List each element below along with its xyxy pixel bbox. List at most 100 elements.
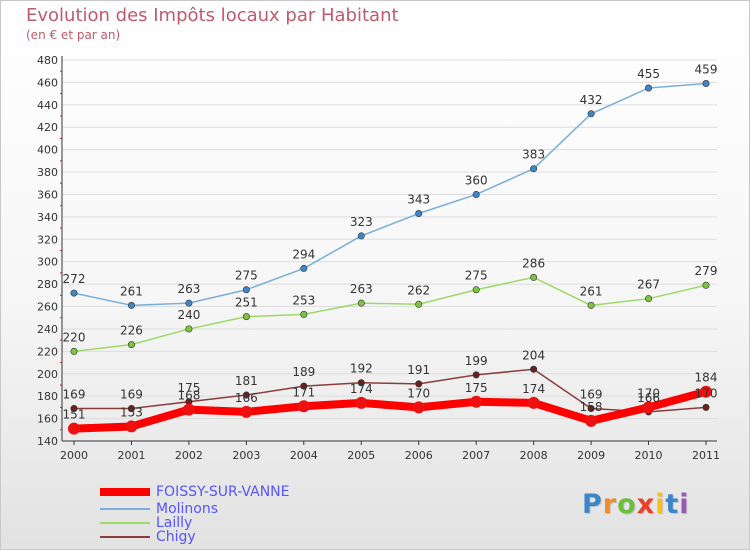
data-label: 343 <box>407 193 430 207</box>
data-point <box>472 286 480 294</box>
data-label: 168 <box>177 389 200 403</box>
data-label: 267 <box>637 278 660 292</box>
data-label: 175 <box>465 381 488 395</box>
y-tick-label: 400 <box>37 144 58 157</box>
data-point <box>357 379 365 387</box>
data-point <box>530 365 538 373</box>
data-point <box>242 286 250 294</box>
data-point <box>645 295 653 303</box>
data-label: 171 <box>292 385 315 399</box>
data-label: 263 <box>177 282 200 296</box>
data-label: 189 <box>292 365 315 379</box>
y-tick-label: 380 <box>37 166 58 179</box>
data-label: 181 <box>235 374 258 388</box>
series-line-lailly <box>73 276 707 353</box>
data-point <box>127 301 135 309</box>
y-tick-label: 320 <box>37 233 58 246</box>
data-point <box>527 396 540 409</box>
data-point <box>415 380 423 388</box>
data-label: 272 <box>63 272 86 286</box>
legend-label: Molinons <box>156 501 219 517</box>
legend-swatch <box>100 522 150 524</box>
chart-title: Evolution des Impôts locaux par Habitant <box>26 5 399 26</box>
data-point <box>700 385 712 398</box>
data-label: 175 <box>177 381 200 395</box>
data-point <box>415 300 423 308</box>
data-label: 169 <box>580 388 603 402</box>
x-tick-label: 2011 <box>692 449 720 462</box>
y-tick-label: 460 <box>37 76 58 89</box>
logo-letter: P <box>582 489 603 520</box>
data-point <box>702 80 710 88</box>
data-point <box>470 395 483 408</box>
data-point <box>185 325 193 333</box>
data-point <box>125 420 138 433</box>
data-point <box>127 341 135 349</box>
data-label: 169 <box>63 388 86 402</box>
y-tick-label: 280 <box>37 278 58 291</box>
x-tick-label: 2004 <box>290 449 318 462</box>
data-label: 158 <box>580 400 603 414</box>
legend-swatch <box>100 508 150 510</box>
data-point <box>415 210 423 218</box>
y-tick-label: 440 <box>37 99 58 112</box>
data-point <box>70 347 78 355</box>
data-point <box>68 422 80 435</box>
data-point <box>70 289 78 297</box>
data-label: 455 <box>637 67 660 81</box>
data-label: 261 <box>120 284 143 298</box>
data-label: 262 <box>407 283 430 297</box>
data-label: 199 <box>465 354 488 368</box>
legend-label: FOISSY-SUR-VANNE <box>156 484 290 500</box>
data-point <box>587 405 595 413</box>
data-label: 360 <box>465 173 488 187</box>
data-label: 432 <box>580 93 603 107</box>
data-label: 275 <box>465 269 488 283</box>
proxiti-logo: Proxiti <box>582 489 690 520</box>
data-point <box>300 264 308 272</box>
data-point <box>472 190 480 198</box>
data-point <box>185 299 193 307</box>
data-point <box>702 403 710 411</box>
y-tick-label: 220 <box>37 345 58 358</box>
logo-letter: i <box>655 489 666 520</box>
data-label: 383 <box>522 148 545 162</box>
data-label: 184 <box>695 371 718 385</box>
legend-label: Lailly <box>156 515 193 531</box>
legend-swatch <box>100 536 150 538</box>
x-tick-label: 2010 <box>635 449 663 462</box>
data-point <box>240 405 253 418</box>
data-label: 226 <box>120 324 143 338</box>
data-point <box>472 371 480 379</box>
y-tick-label: 360 <box>37 188 58 201</box>
y-tick-label: 180 <box>37 390 58 403</box>
data-label: 286 <box>522 256 545 270</box>
data-point <box>242 313 250 321</box>
data-point <box>300 310 308 318</box>
data-point <box>642 401 655 414</box>
x-tick-label: 2008 <box>520 449 548 462</box>
data-label: 294 <box>292 247 315 261</box>
data-point <box>530 273 538 281</box>
y-tick-label: 240 <box>37 323 58 336</box>
data-label: 240 <box>177 308 200 322</box>
logo-letter: o <box>617 489 637 520</box>
y-tick-label: 420 <box>37 121 58 134</box>
data-point <box>645 84 653 92</box>
x-tick-label: 2001 <box>117 449 145 462</box>
data-point <box>585 414 598 427</box>
data-point <box>702 281 710 289</box>
data-label: 166 <box>235 391 258 405</box>
data-label: 174 <box>350 382 373 396</box>
logo-letter: t <box>665 489 680 520</box>
logo-letter: r <box>602 489 618 520</box>
y-tick-label: 140 <box>37 435 58 448</box>
y-tick-label: 160 <box>37 413 58 426</box>
legend-label: Chigy <box>156 529 196 545</box>
data-label: 170 <box>637 386 660 400</box>
data-label: 275 <box>235 269 258 283</box>
logo-letter: x <box>636 489 656 520</box>
x-tick-label: 2006 <box>405 449 433 462</box>
